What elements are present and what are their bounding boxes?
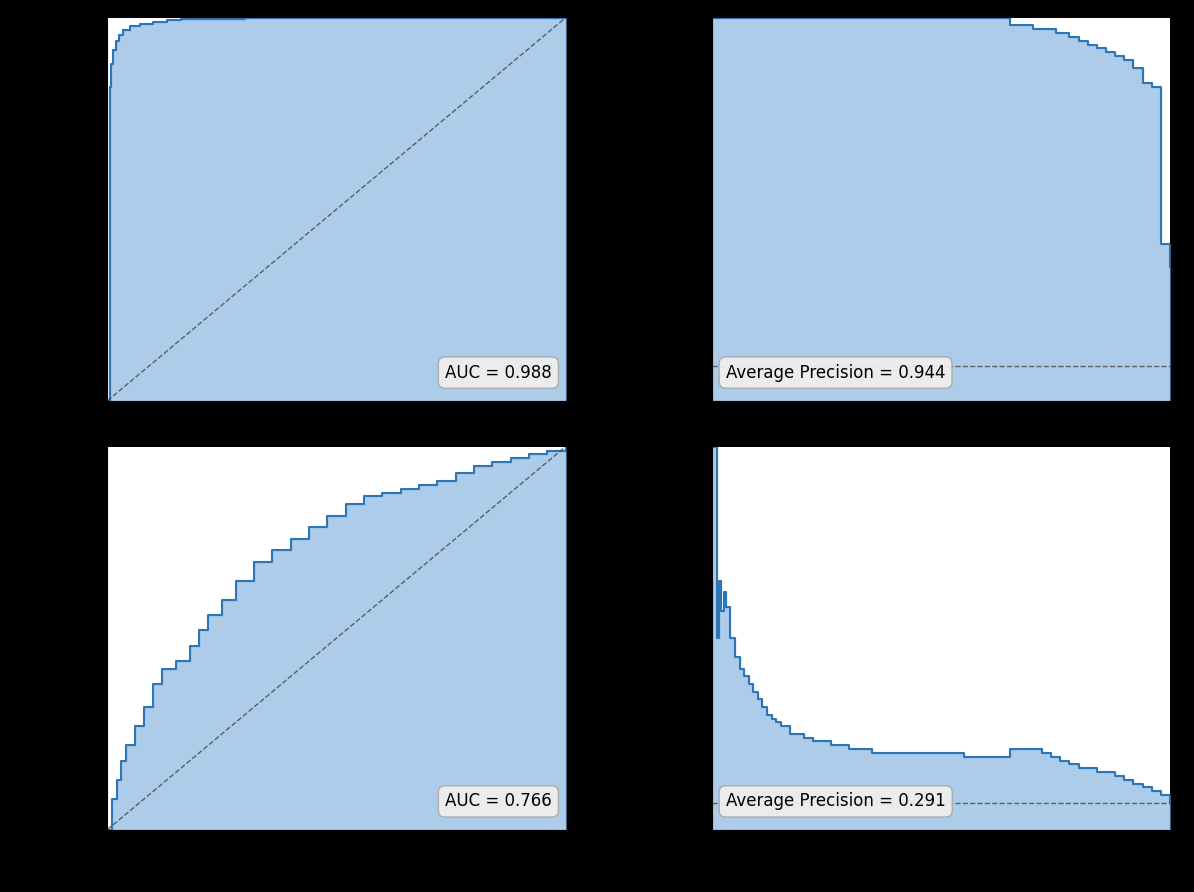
Y-axis label: True Positive Rate: True Positive Rate: [49, 538, 68, 739]
Y-axis label: Precision: Precision: [653, 159, 672, 260]
Y-axis label: Precision: Precision: [653, 588, 672, 689]
Y-axis label: True Positive Rate: True Positive Rate: [49, 109, 68, 310]
Text: Average Precision = 0.944: Average Precision = 0.944: [726, 364, 946, 382]
X-axis label: Recall: Recall: [907, 860, 974, 879]
X-axis label: False Positive Rate: False Positive Rate: [232, 431, 441, 450]
X-axis label: False Positive Rate: False Positive Rate: [232, 860, 441, 879]
Text: AUC = 0.766: AUC = 0.766: [445, 792, 552, 811]
X-axis label: Recall: Recall: [907, 431, 974, 450]
Text: AUC = 0.988: AUC = 0.988: [445, 364, 552, 382]
Text: Average Precision = 0.291: Average Precision = 0.291: [726, 792, 946, 811]
